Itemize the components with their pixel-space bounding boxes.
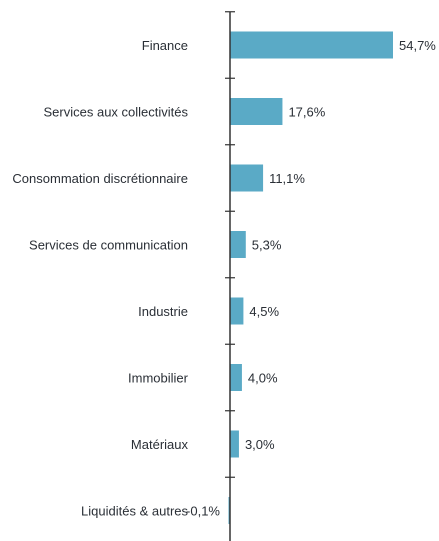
value-label: 11,1% [269,171,305,186]
value-label: 54,7% [399,38,436,53]
bar [230,297,244,325]
category-label: Services aux collectivités [44,105,189,120]
category-label: Services de communication [29,238,188,253]
value-label: 17,6% [288,105,325,120]
category-label: Liquidités & autres [81,504,188,519]
category-label: Consommation discrétionnaire [12,171,188,186]
bar [230,164,264,192]
category-label: Immobilier [128,371,189,386]
category-label: Industrie [138,304,188,319]
bar [230,430,239,458]
value-label: 3,0% [245,437,275,452]
bar [230,31,393,59]
bar [230,364,242,391]
value-label: 5,3% [252,238,282,253]
value-label: 4,5% [249,304,279,319]
value-label: 4,0% [248,371,278,386]
axis-layer [225,11,235,541]
value-label: -0,1% [186,504,220,519]
category-label: Finance [142,38,188,53]
labels-layer: Finance 54,7% Services aux collectivités 17… [12,38,436,519]
bar [230,98,283,125]
category-label: Matériaux [131,437,189,452]
bars-layer [228,31,393,524]
bar [230,231,246,258]
